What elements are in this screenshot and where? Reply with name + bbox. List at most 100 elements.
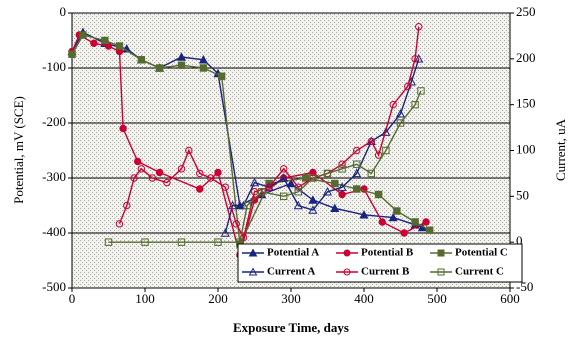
legend: Potential A Potential B Potential C Current… (237, 243, 523, 283)
marker (163, 178, 171, 187)
marker (217, 72, 226, 80)
marker (388, 212, 398, 222)
marker (400, 229, 408, 237)
marker (308, 195, 318, 204)
marker (196, 185, 204, 193)
y2-tick-label: 50 (516, 187, 529, 202)
y2-axis-label: Current, uA (553, 118, 568, 181)
legend-item: Current B (336, 266, 410, 278)
series-line (118, 26, 420, 240)
y2-tick-label: 250 (516, 4, 536, 19)
marker (293, 200, 303, 210)
marker (134, 157, 142, 166)
marker (378, 218, 386, 226)
x-tick-label: 0 (69, 291, 76, 306)
x-tick-label: 300 (281, 291, 301, 306)
marker (155, 168, 164, 177)
marker (437, 268, 445, 276)
y-tick-label: -400 (42, 224, 66, 239)
marker (301, 174, 310, 182)
legend-label: Potential C (455, 247, 508, 259)
legend-box (237, 243, 523, 283)
marker (381, 127, 391, 136)
series (104, 87, 425, 246)
marker (367, 169, 376, 178)
marker (137, 56, 146, 64)
legend-item: Potential C (430, 247, 508, 259)
marker (338, 160, 346, 168)
y-axis-label: Potential, mV (SCE) (11, 96, 26, 204)
marker (426, 226, 434, 234)
marker (353, 185, 361, 193)
marker (294, 183, 302, 191)
legend-label: Potential B (361, 247, 414, 259)
legend-item: Current A (242, 266, 315, 278)
marker (79, 31, 87, 39)
marker (331, 179, 339, 188)
marker (130, 174, 138, 182)
marker (279, 173, 289, 182)
marker (232, 220, 240, 228)
marker (177, 61, 186, 69)
y-tick-label: -100 (42, 59, 66, 74)
marker (437, 249, 445, 257)
marker (308, 205, 318, 214)
marker (248, 248, 258, 257)
marker (101, 36, 109, 45)
marker (115, 42, 124, 50)
marker (338, 165, 346, 173)
series-line (108, 90, 422, 243)
y-tick-label: -500 (42, 279, 66, 294)
marker (330, 203, 340, 212)
marker (411, 218, 419, 226)
marker (309, 174, 317, 182)
marker (414, 54, 424, 63)
marker (280, 165, 288, 173)
marker (411, 55, 419, 63)
y2-tick-label: 100 (516, 141, 536, 156)
marker (198, 54, 208, 64)
marker (280, 192, 288, 201)
marker (221, 183, 230, 191)
legend-item: Potential A (242, 247, 319, 259)
marker (367, 137, 375, 146)
marker (353, 160, 361, 168)
marker (119, 124, 127, 133)
marker (359, 210, 369, 219)
marker (249, 177, 260, 187)
marker (207, 174, 215, 182)
legend-label: Current C (455, 266, 504, 278)
marker (389, 100, 397, 109)
legend-item: Potential B (336, 247, 414, 259)
marker (417, 87, 425, 95)
marker (382, 146, 390, 155)
marker (422, 218, 430, 226)
marker (411, 100, 419, 109)
y2-tick-label: -50 (516, 279, 533, 294)
y2-tick-label: 150 (516, 96, 536, 111)
marker (353, 146, 361, 155)
x-axis-label: Exposure Time, days (233, 320, 349, 335)
marker (214, 238, 222, 246)
marker (396, 119, 405, 127)
x-tick-label: 400 (354, 291, 374, 306)
legend-item: Current C (430, 266, 504, 278)
x-tick-label: 600 (500, 291, 520, 306)
marker (214, 168, 222, 177)
marker (404, 82, 412, 91)
marker (343, 268, 351, 276)
marker (176, 52, 187, 61)
marker (309, 168, 317, 177)
marker (265, 183, 273, 191)
series (115, 23, 423, 242)
y-tick-label: -200 (42, 114, 66, 129)
marker (343, 249, 351, 257)
marker (352, 168, 362, 178)
x-tick-label: 200 (208, 291, 228, 306)
y2-tick-label: 200 (516, 50, 536, 65)
marker (123, 201, 131, 210)
x-tick-label: 500 (427, 291, 447, 306)
marker (90, 39, 98, 47)
marker (155, 64, 164, 72)
